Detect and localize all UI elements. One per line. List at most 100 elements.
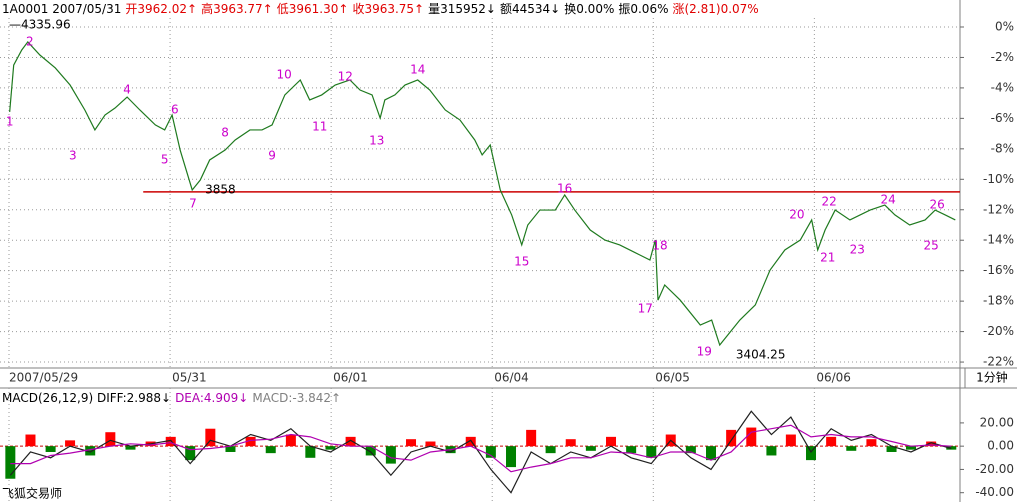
macd-bar bbox=[685, 446, 696, 454]
macd-bar bbox=[906, 446, 917, 450]
annotation: 6 bbox=[171, 102, 179, 116]
macd-bar bbox=[385, 446, 396, 464]
macd-bar bbox=[325, 446, 336, 450]
annotation: 10 bbox=[277, 67, 292, 81]
y-tick-label: 20.00 bbox=[980, 415, 1014, 429]
macd-bar bbox=[646, 446, 657, 458]
macd-bar bbox=[746, 427, 757, 447]
y-tick-label: -40.00 bbox=[975, 485, 1014, 499]
annotation: 2 bbox=[26, 35, 34, 49]
header-item: 低3961.30↑ bbox=[277, 2, 349, 16]
macd-bar bbox=[726, 429, 737, 447]
macd-bar bbox=[125, 446, 136, 450]
annotation: 1 bbox=[6, 115, 14, 129]
macd-bar bbox=[65, 440, 76, 447]
macd-bar bbox=[185, 446, 196, 461]
macd-bar bbox=[826, 436, 837, 447]
macd-bar bbox=[706, 446, 717, 461]
x-tick-label: 06/05 bbox=[655, 371, 690, 385]
y-tick-label: -14% bbox=[983, 233, 1014, 247]
period-label: 1分钟 bbox=[976, 370, 1008, 385]
header-item: 开3962.02↑ bbox=[125, 2, 197, 16]
annotation: 24 bbox=[881, 193, 896, 207]
macd-bar bbox=[5, 446, 16, 479]
x-tick-label: 2007/05/29 bbox=[9, 371, 78, 385]
header-item: 换0.00% bbox=[564, 2, 614, 16]
macd-bar bbox=[846, 446, 857, 451]
macd-bar bbox=[506, 446, 517, 468]
macd-bar bbox=[766, 446, 777, 456]
y-tick-label: -2% bbox=[991, 50, 1014, 64]
macd-bar bbox=[365, 446, 376, 456]
annotation: 20 bbox=[789, 207, 804, 221]
header-item: 额44534↓ bbox=[500, 2, 560, 16]
annotation: 4 bbox=[123, 83, 131, 97]
annotation: 9 bbox=[268, 148, 276, 162]
y-tick-label: -10% bbox=[983, 172, 1014, 186]
header-item: 1A0001 2007/05/31 bbox=[2, 2, 121, 16]
y-tick-label: -20% bbox=[983, 324, 1014, 338]
header-item: 高3963.77↑ bbox=[201, 1, 273, 16]
macd-bar bbox=[526, 429, 537, 447]
y-tick-label: -22% bbox=[983, 355, 1014, 369]
macd-bar bbox=[245, 436, 256, 447]
annotation: 3404.25 bbox=[736, 347, 786, 361]
annotation: 5 bbox=[161, 152, 169, 166]
x-tick-label: 06/04 bbox=[494, 371, 529, 385]
x-tick-label: 05/31 bbox=[172, 371, 207, 385]
macd-bar bbox=[425, 441, 436, 447]
annotation: 7 bbox=[189, 196, 197, 210]
annotation: 21 bbox=[820, 251, 835, 265]
macd-bar bbox=[866, 439, 877, 447]
macd-bar bbox=[606, 436, 617, 447]
macd-bar bbox=[585, 446, 596, 451]
macd-bar bbox=[305, 446, 316, 458]
y-tick-label: -20.00 bbox=[975, 462, 1014, 476]
y-tick-label: -12% bbox=[983, 202, 1014, 216]
annotation: 23 bbox=[850, 242, 865, 256]
annotation: 12 bbox=[338, 69, 353, 83]
annotation: 3 bbox=[69, 148, 77, 162]
macd-bar bbox=[626, 446, 637, 454]
macd-bar bbox=[806, 446, 817, 461]
macd-title-part: MACD(26,12,9) DIFF:2.988↓ bbox=[2, 391, 171, 405]
header-item: 振0.06% bbox=[618, 2, 668, 16]
macd-bar bbox=[205, 428, 216, 447]
macd-bar bbox=[785, 434, 796, 447]
macd-bar bbox=[406, 439, 417, 447]
macd-bar bbox=[165, 436, 176, 447]
macd-bar bbox=[105, 432, 116, 447]
annotation: 3858 bbox=[205, 182, 236, 196]
macd-bar bbox=[465, 436, 476, 447]
macd-bar bbox=[25, 434, 36, 447]
annotation: 11 bbox=[312, 119, 327, 133]
annotation: 14 bbox=[410, 62, 425, 76]
macd-bar bbox=[545, 446, 556, 454]
macd-title-part: DEA:4.909↓ bbox=[175, 391, 248, 405]
macd-bar bbox=[565, 439, 576, 447]
macd-line bbox=[9, 410, 952, 494]
macd-bar bbox=[345, 436, 356, 447]
macd-bar bbox=[265, 446, 276, 454]
price-line bbox=[9, 40, 956, 347]
x-tick-label: 06/06 bbox=[816, 371, 851, 385]
header-item: 涨(2.81)0.07% bbox=[672, 1, 758, 16]
header-item: 收3963.75↑ bbox=[352, 2, 424, 16]
macd-bar bbox=[85, 446, 96, 456]
annotation: —4335.96 bbox=[9, 18, 71, 32]
y-tick-label: -16% bbox=[983, 263, 1014, 277]
macd-bar bbox=[886, 446, 897, 452]
annotation: 17 bbox=[638, 302, 653, 316]
y-tick-label: 0.00 bbox=[987, 439, 1014, 453]
y-tick-label: -8% bbox=[991, 141, 1014, 155]
annotation: 22 bbox=[821, 194, 836, 208]
annotation: 8 bbox=[221, 125, 229, 139]
annotation: 25 bbox=[924, 239, 939, 253]
annotation: 16 bbox=[557, 182, 572, 196]
annotation: 13 bbox=[369, 134, 384, 148]
macd-bar bbox=[485, 446, 496, 458]
y-tick-label: -18% bbox=[983, 294, 1014, 308]
header-item: 量315952↓ bbox=[428, 2, 496, 16]
